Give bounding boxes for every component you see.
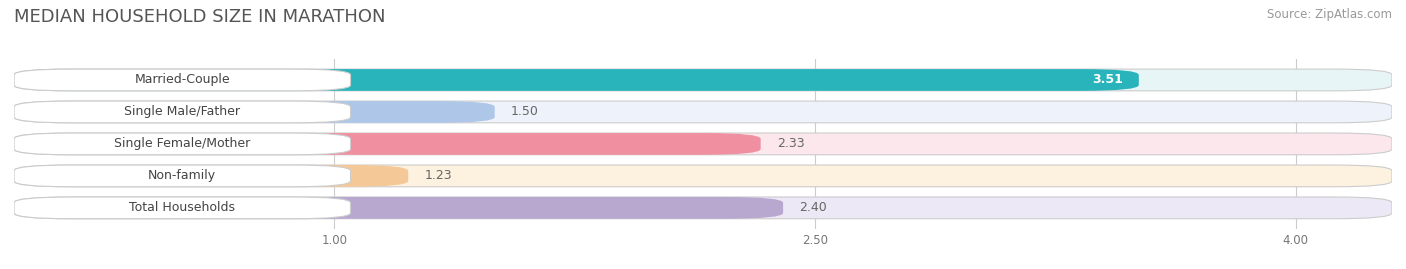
FancyBboxPatch shape <box>14 165 1392 187</box>
FancyBboxPatch shape <box>14 197 350 219</box>
FancyBboxPatch shape <box>14 165 408 187</box>
Text: Non-family: Non-family <box>148 169 217 182</box>
FancyBboxPatch shape <box>14 133 350 155</box>
FancyBboxPatch shape <box>14 69 350 91</box>
Text: Total Households: Total Households <box>129 201 235 214</box>
Text: Married-Couple: Married-Couple <box>135 73 231 86</box>
Text: MEDIAN HOUSEHOLD SIZE IN MARATHON: MEDIAN HOUSEHOLD SIZE IN MARATHON <box>14 8 385 26</box>
FancyBboxPatch shape <box>14 101 350 123</box>
FancyBboxPatch shape <box>14 197 783 219</box>
Text: 1.50: 1.50 <box>510 105 538 118</box>
Text: Single Female/Mother: Single Female/Mother <box>114 137 250 150</box>
Text: 2.40: 2.40 <box>799 201 827 214</box>
FancyBboxPatch shape <box>14 69 1392 91</box>
Text: Source: ZipAtlas.com: Source: ZipAtlas.com <box>1267 8 1392 21</box>
Text: 1.23: 1.23 <box>425 169 451 182</box>
Text: 2.33: 2.33 <box>776 137 804 150</box>
FancyBboxPatch shape <box>14 101 1392 123</box>
FancyBboxPatch shape <box>14 133 1392 155</box>
FancyBboxPatch shape <box>14 101 495 123</box>
Text: 3.51: 3.51 <box>1092 73 1123 86</box>
FancyBboxPatch shape <box>14 165 350 187</box>
FancyBboxPatch shape <box>14 197 1392 219</box>
Text: Single Male/Father: Single Male/Father <box>124 105 240 118</box>
FancyBboxPatch shape <box>14 133 761 155</box>
FancyBboxPatch shape <box>14 69 1139 91</box>
